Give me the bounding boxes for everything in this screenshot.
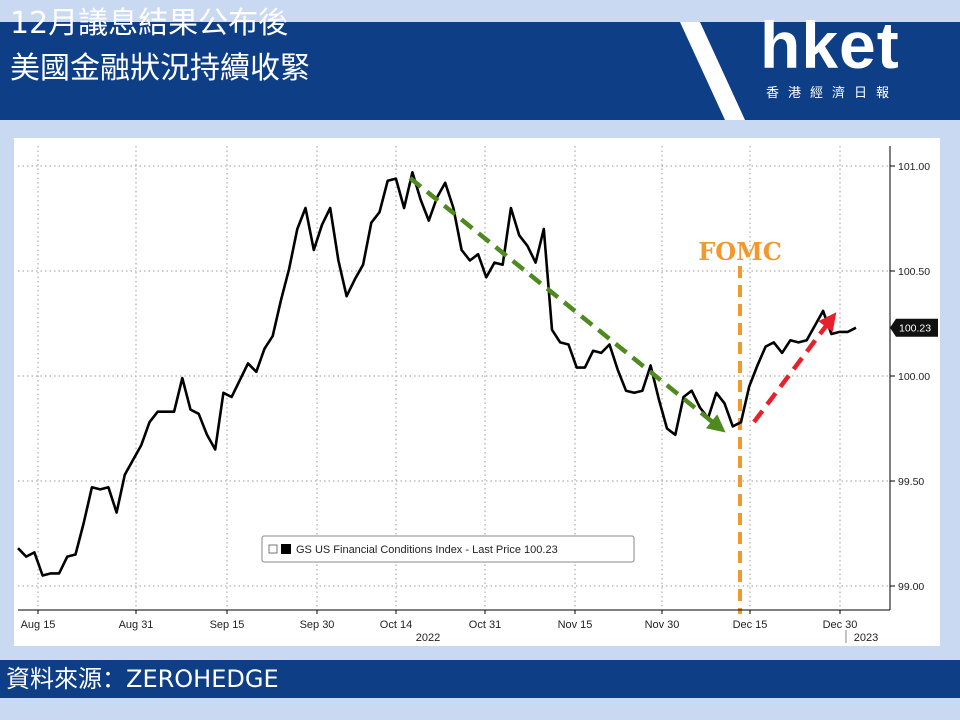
series-line <box>17 171 857 577</box>
y-tick-label: 100.50 <box>898 266 930 278</box>
hket-logo-subtitle: 香港經濟日報 <box>766 86 899 101</box>
y-tick-label: 99.50 <box>898 476 924 488</box>
x-tick-label: Sep 15 <box>210 619 245 631</box>
x-tick-label: Aug 31 <box>119 619 154 631</box>
footer: 資料來源：ZEROHEDGE <box>0 660 960 698</box>
x-tick-label: Dec 15 <box>733 619 768 631</box>
page-title-line2: 美國金融狀況持續收緊 <box>10 51 310 86</box>
line-chart: FOMC 99.00 99.50 100.00 100.50 101.00 Aug 15 A… <box>17 146 938 644</box>
legend-toggle-icon <box>268 544 278 554</box>
x-tick-label: Nov 30 <box>645 619 680 631</box>
source-label: 資料來源：ZEROHEDGE <box>6 665 279 693</box>
y-tick-label: 99.00 <box>898 581 924 593</box>
legend-box <box>261 535 635 563</box>
legend-swatch <box>281 544 291 554</box>
x-tick-label: Dec 30 <box>823 619 858 631</box>
logo-banner <box>700 22 960 120</box>
x-tick-label: Sep 30 <box>300 619 335 631</box>
year-label-2023: 2023 <box>854 632 878 644</box>
chart-area: FOMC 99.00 99.50 100.00 100.50 101.00 Aug 15 A… <box>14 138 940 646</box>
x-tick-label: Oct 14 <box>380 619 412 631</box>
year-label-2022: 2022 <box>416 632 440 644</box>
page-title-line1: 12月議息結果公布後 <box>10 6 289 41</box>
y-tick-label: 100.00 <box>898 371 930 383</box>
downtrend-arrow <box>408 176 726 433</box>
last-price-label: 100.23 <box>899 323 931 335</box>
last-price-tag <box>890 318 938 337</box>
legend-label: GS US Financial Conditions Index - Last … <box>296 544 558 556</box>
title-banner <box>0 22 725 120</box>
hket-logo: hket <box>760 8 900 82</box>
fomc-label: FOMC <box>698 237 782 266</box>
x-tick-label: Aug 15 <box>21 619 56 631</box>
y-tick-label: 101.00 <box>898 161 930 173</box>
header-divider <box>0 120 960 128</box>
legend: GS US Financial Conditions Index - Last … <box>261 535 635 563</box>
x-tick-label: Oct 31 <box>469 619 501 631</box>
x-tick-label: Nov 15 <box>558 619 593 631</box>
header <box>0 22 960 120</box>
uptrend-arrow <box>752 312 837 424</box>
